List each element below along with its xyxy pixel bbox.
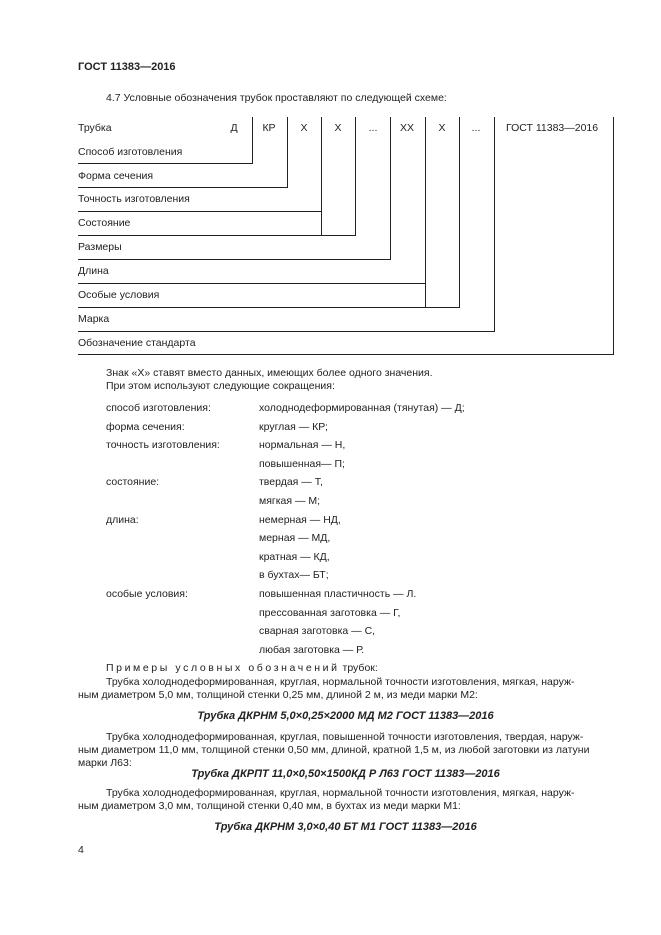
abbr-value: нормальная — Н,	[259, 439, 346, 452]
scheme-cell: ХХ	[399, 122, 414, 134]
scheme-vline	[613, 117, 614, 355]
scheme-vline	[390, 117, 391, 260]
scheme-row-label: Состояние	[78, 217, 131, 229]
scheme-row-label: Особые условия	[78, 289, 160, 301]
scheme-vline	[287, 117, 288, 188]
scheme-hline	[78, 307, 460, 308]
scheme-row-label: Трубка	[78, 122, 112, 134]
scheme-cell: Х	[334, 122, 342, 134]
abbr-key: особые условия:	[106, 588, 188, 600]
note-abbr: При этом используют следующие сокращения…	[106, 380, 335, 392]
scheme-row-label: Длина	[78, 265, 109, 277]
abbr-value: любая заготовка — Р.	[259, 643, 365, 656]
scheme-row-label: Форма сечения	[78, 170, 154, 182]
abbr-key: способ изготовления:	[106, 402, 211, 414]
abbr-key: длина:	[106, 513, 139, 526]
abbr-value: твердая — Т,	[259, 476, 323, 489]
example-text: Трубка холоднодеформированная, круглая, …	[106, 731, 584, 743]
abbr-value: сварная заготовка — С,	[259, 625, 376, 638]
note-x: Знак «Х» ставят вместо данных, имеющих б…	[106, 367, 433, 379]
abbr-value: немерная — НД,	[259, 513, 341, 526]
scheme-hline	[78, 283, 426, 284]
scheme-vline	[459, 117, 460, 308]
page-number: 4	[78, 844, 84, 856]
scheme-hline	[78, 354, 614, 355]
scheme-cell: ...	[368, 122, 378, 134]
document-header: ГОСТ 11383—2016	[78, 61, 176, 73]
scheme-standard: ГОСТ 11383—2016	[506, 122, 599, 134]
example-text: Трубка холоднодеформированная, круглая, …	[106, 787, 575, 799]
scheme-cell: Х	[438, 122, 446, 134]
example-text: Трубка холоднодеформированная, круглая, …	[106, 676, 575, 688]
example-text: ным диаметром 3,0 мм, толщиной стенки 0,…	[78, 800, 461, 812]
example-text: марки Л63:	[78, 757, 132, 769]
example-designation: Трубка ДКРНМ 5,0×0,25×2000 МД М2 ГОСТ 11…	[197, 710, 494, 722]
examples-heading-spaced: Примеры условных обозначений	[106, 662, 340, 674]
abbr-value: холоднодеформированная (тянутая) — Д;	[259, 402, 465, 414]
scheme-hline	[78, 259, 391, 260]
scheme-vline	[321, 117, 322, 236]
scheme-cell: ...	[471, 122, 481, 134]
scheme-hline	[78, 187, 288, 188]
scheme-hline	[78, 211, 322, 212]
abbr-key: состояние:	[106, 476, 160, 489]
scheme-row-label: Точность изготовления	[78, 193, 190, 205]
abbr-value: мягкая — М;	[259, 495, 321, 507]
scheme-row-label: Способ изготовления	[78, 146, 183, 158]
examples-heading: Примеры условных обозначений трубок:	[106, 662, 378, 674]
scheme-vline	[494, 117, 495, 332]
abbr-value: прессованная заготовка — Г,	[259, 606, 401, 619]
abbr-value: мерная — МД,	[259, 532, 331, 545]
scheme-cell: КР	[262, 122, 276, 134]
scheme-row-label: Размеры	[78, 241, 122, 253]
scheme-cell: Х	[300, 122, 308, 134]
scheme-vline	[355, 117, 356, 236]
scheme-hline	[78, 235, 356, 236]
scheme-vline	[425, 117, 426, 308]
scheme-row-label: Обозначение стандарта	[78, 337, 196, 349]
example-text: ным диаметром 5,0 мм, толщиной стенки 0,…	[78, 689, 478, 701]
scheme-cell: Д	[230, 122, 238, 134]
intro-text: 4.7 Условные обозначения трубок проставл…	[106, 92, 447, 104]
scheme-hline	[78, 331, 495, 332]
abbr-key: форма сечения:	[106, 420, 185, 433]
abbr-value: кратная — КД,	[259, 550, 330, 563]
scheme-hline	[78, 163, 253, 164]
example-designation: Трубка ДКРПТ 11,0×0,50×1500КД Р Л63 ГОСТ…	[191, 768, 500, 780]
abbr-value: повышенная— П;	[259, 457, 345, 470]
abbr-value: круглая — КР;	[259, 420, 328, 433]
examples-heading-tail: трубок:	[342, 662, 378, 674]
example-designation: Трубка ДКРНМ 3,0×0,40 БТ М1 ГОСТ 11383—2…	[214, 821, 477, 833]
abbr-key: точность изготовления:	[106, 439, 220, 452]
scheme-row-label: Марка	[78, 313, 110, 325]
abbr-value: в бухтах— БТ;	[259, 569, 329, 582]
scheme-vline	[252, 117, 253, 164]
abbr-value: повышенная пластичность — Л.	[259, 588, 417, 600]
example-text: ным диаметром 11,0 мм, толщиной стенки 0…	[78, 744, 590, 756]
